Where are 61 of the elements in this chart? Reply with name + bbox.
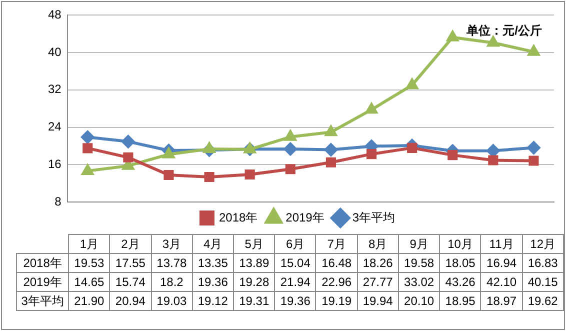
data-label: 18.26: [357, 254, 398, 272]
legend-label: 2019年: [286, 210, 324, 224]
x-tick-label: 5月: [234, 234, 275, 254]
data-label: 18.05: [440, 254, 481, 272]
y-tick-label: 40: [48, 44, 62, 59]
x-tick-label: 8月: [357, 234, 398, 254]
data-label: 19.58: [398, 254, 440, 272]
data-label: 22.96: [316, 272, 358, 292]
data-label: 18.95: [440, 292, 481, 310]
text: 2019年: [23, 274, 62, 288]
data-label: 19.31: [234, 292, 275, 310]
data-label: 19.19: [316, 292, 358, 310]
x-tick-label: 1月: [68, 234, 110, 254]
data-label: 27.77: [357, 272, 398, 292]
y-tick-label: 8: [54, 194, 62, 208]
data-label: 16.48: [316, 254, 358, 272]
annotation: 单位：元/公斤: [466, 24, 542, 38]
x-tick-label: 3月: [151, 234, 192, 254]
legend-label: 3年平均: [352, 210, 396, 224]
data-label: 18.2: [151, 272, 192, 292]
data-label: 40.15: [522, 272, 564, 292]
data-label: 16.83: [522, 254, 564, 272]
data-label: 15.04: [274, 254, 316, 272]
data-label: 20.94: [110, 292, 152, 310]
data-label: 17.55: [110, 254, 152, 272]
data-label: 19.53: [68, 254, 110, 272]
x-tick-label: 2月: [110, 234, 152, 254]
text: 2018年: [23, 256, 62, 270]
data-label: 19.03: [151, 292, 192, 310]
y-tick-label: 32: [48, 82, 62, 96]
data-label: 19.36: [192, 272, 234, 292]
x-tick-label: 12月: [522, 234, 564, 254]
data-label: 21.94: [274, 272, 316, 292]
y-tick-label: 24: [48, 120, 62, 134]
y-tick-label: 16: [48, 156, 62, 171]
data-label: 33.02: [398, 272, 440, 292]
data-label: 19.94: [357, 292, 398, 310]
data-label: 21.90: [68, 292, 110, 310]
x-tick-label: 11月: [480, 234, 522, 254]
data-label: 43.26: [440, 272, 481, 292]
data-label: 13.35: [192, 254, 234, 272]
x-tick-label: 4月: [192, 234, 234, 254]
data-label: 20.10: [398, 292, 440, 310]
data-label: 14.65: [68, 272, 110, 292]
x-tick-label: 9月: [398, 234, 440, 254]
data-label: 18.97: [480, 292, 522, 310]
data-label: 13.89: [234, 254, 275, 272]
x-tick-label: 7月: [316, 234, 358, 254]
data-label: 15.74: [110, 272, 152, 292]
text: 3年平均: [21, 294, 64, 308]
data-label: 42.10: [480, 272, 522, 292]
x-tick-label: 6月: [274, 234, 316, 254]
data-label: 19.28: [234, 272, 275, 292]
x-tick-label: 10月: [440, 234, 481, 254]
data-label: 16.94: [480, 254, 522, 272]
data-label: 19.36: [274, 292, 316, 310]
data-label: 19.62: [522, 292, 564, 310]
data-label: 13.78: [151, 254, 192, 272]
legend-label: 2018年: [218, 210, 258, 224]
data-label: 19.12: [192, 292, 234, 310]
y-tick-label: 48: [48, 8, 62, 22]
